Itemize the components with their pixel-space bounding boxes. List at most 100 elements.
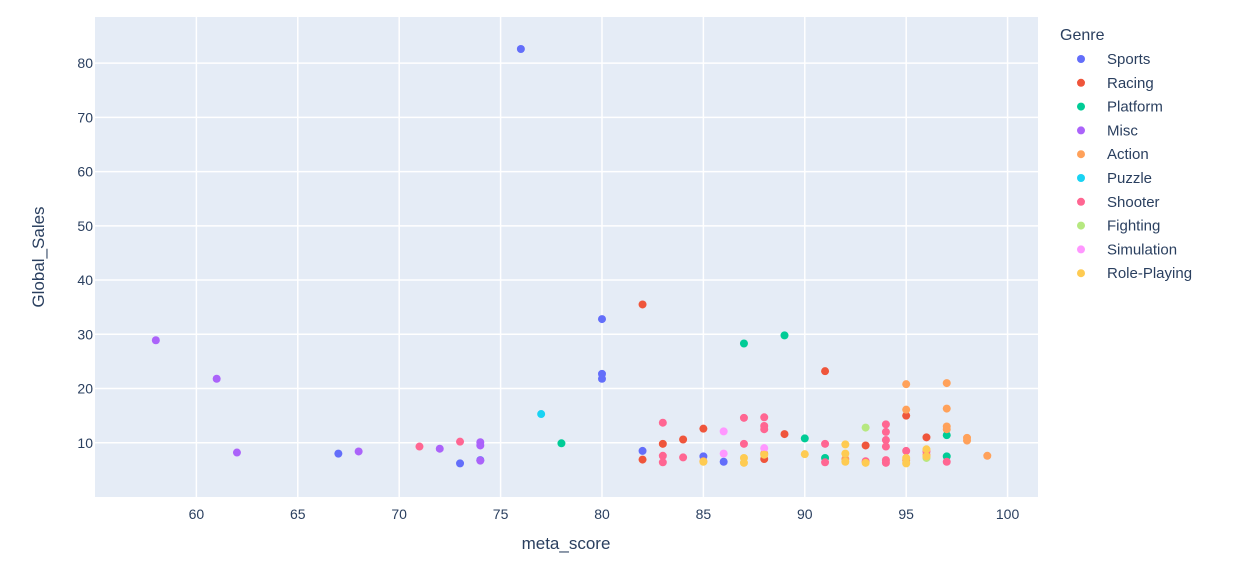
x-tick-label: 65 [290, 506, 306, 522]
legend-item[interactable]: Shooter [1077, 194, 1160, 211]
data-point[interactable] [516, 45, 525, 53]
legend-label: Platform [1107, 99, 1163, 116]
data-point[interactable] [841, 457, 850, 466]
data-point[interactable] [354, 447, 363, 456]
series-puzzle [537, 410, 546, 419]
data-point[interactable] [861, 458, 870, 467]
data-point[interactable] [902, 446, 911, 455]
data-point[interactable] [232, 448, 241, 457]
data-point[interactable] [719, 449, 728, 458]
data-point[interactable] [476, 438, 485, 447]
data-point[interactable] [963, 436, 972, 445]
x-tick-label: 95 [898, 506, 914, 522]
data-point[interactable] [861, 423, 870, 432]
legend-label: Sports [1107, 51, 1150, 68]
data-point[interactable] [679, 453, 688, 462]
legend-item[interactable]: Racing [1077, 75, 1154, 92]
legend-marker [1077, 150, 1085, 159]
data-point[interactable] [334, 449, 343, 458]
data-point[interactable] [739, 439, 748, 448]
data-point[interactable] [922, 452, 931, 461]
data-point[interactable] [638, 455, 647, 464]
data-point[interactable] [638, 300, 647, 309]
data-point[interactable] [760, 444, 769, 453]
data-point[interactable] [435, 444, 444, 453]
data-point[interactable] [841, 440, 850, 449]
data-point[interactable] [821, 458, 830, 467]
data-point[interactable] [699, 457, 708, 466]
legend-label: Shooter [1107, 194, 1160, 211]
data-point[interactable] [922, 445, 931, 454]
data-point[interactable] [476, 456, 485, 465]
series-role-playing [699, 440, 931, 468]
data-point[interactable] [780, 331, 789, 340]
data-point[interactable] [881, 458, 890, 467]
data-point[interactable] [597, 315, 606, 324]
data-point[interactable] [922, 433, 931, 442]
data-point[interactable] [800, 450, 809, 459]
data-point[interactable] [658, 418, 667, 427]
data-point[interactable] [760, 450, 769, 459]
data-point[interactable] [881, 442, 890, 451]
data-point[interactable] [902, 405, 911, 414]
data-point[interactable] [821, 439, 830, 448]
data-point[interactable] [212, 374, 221, 383]
x-tick-labels: 60 65 70 75 80 85 90 95 100 [189, 506, 1020, 522]
legend-item[interactable]: Platform [1077, 99, 1163, 116]
data-point[interactable] [739, 413, 748, 422]
data-point[interactable] [739, 458, 748, 467]
data-point[interactable] [760, 413, 769, 422]
data-point[interactable] [658, 458, 667, 467]
series-simulation [719, 427, 769, 458]
data-point[interactable] [151, 336, 160, 345]
data-point[interactable] [942, 457, 951, 466]
legend-item[interactable]: Misc [1077, 122, 1138, 139]
data-point[interactable] [456, 459, 465, 468]
data-point[interactable] [415, 442, 424, 451]
data-point[interactable] [719, 457, 728, 466]
data-point[interactable] [881, 420, 890, 429]
data-point[interactable] [902, 459, 911, 468]
data-point[interactable] [658, 451, 667, 460]
data-point[interactable] [942, 404, 951, 413]
data-point[interactable] [942, 431, 951, 440]
data-point[interactable] [719, 427, 728, 436]
data-point[interactable] [699, 424, 708, 433]
legend-item[interactable]: Sports [1077, 51, 1150, 68]
data-point[interactable] [800, 434, 809, 443]
legend-item[interactable]: Puzzle [1077, 170, 1152, 187]
data-point[interactable] [902, 411, 911, 420]
data-point[interactable] [881, 427, 890, 436]
legend-item[interactable]: Action [1077, 146, 1149, 163]
x-tick-label: 75 [493, 506, 509, 522]
data-point[interactable] [456, 437, 465, 446]
legend-marker [1077, 221, 1085, 230]
data-point[interactable] [821, 367, 830, 376]
legend-title: Genre [1060, 27, 1105, 44]
legend-item[interactable]: Simulation [1077, 241, 1177, 258]
data-point[interactable] [902, 380, 911, 389]
data-point[interactable] [861, 441, 870, 450]
x-tick-label: 70 [391, 506, 407, 522]
data-point[interactable] [658, 439, 667, 448]
legend-marker [1077, 245, 1085, 254]
legend-item[interactable]: Role-Playing [1077, 265, 1192, 282]
data-point[interactable] [983, 451, 992, 460]
data-point[interactable] [841, 449, 850, 458]
legend-items[interactable]: Sports Racing Platform Misc Action Puzzle Shoo… [1077, 51, 1192, 282]
data-point[interactable] [638, 446, 647, 455]
data-point[interactable] [780, 430, 789, 439]
data-point[interactable] [557, 439, 566, 448]
legend-item[interactable]: Fighting [1077, 218, 1160, 235]
data-point[interactable] [597, 374, 606, 383]
x-tick-label: 60 [189, 506, 205, 522]
data-point[interactable] [760, 425, 769, 434]
data-point[interactable] [881, 436, 890, 445]
data-point[interactable] [942, 379, 951, 388]
data-point[interactable] [739, 339, 748, 348]
data-point[interactable] [537, 410, 546, 419]
data-point[interactable] [942, 425, 951, 434]
legend[interactable]: Genre Sports Racing Platform Misc Action Puzz… [1060, 27, 1192, 282]
data-point[interactable] [679, 435, 688, 444]
